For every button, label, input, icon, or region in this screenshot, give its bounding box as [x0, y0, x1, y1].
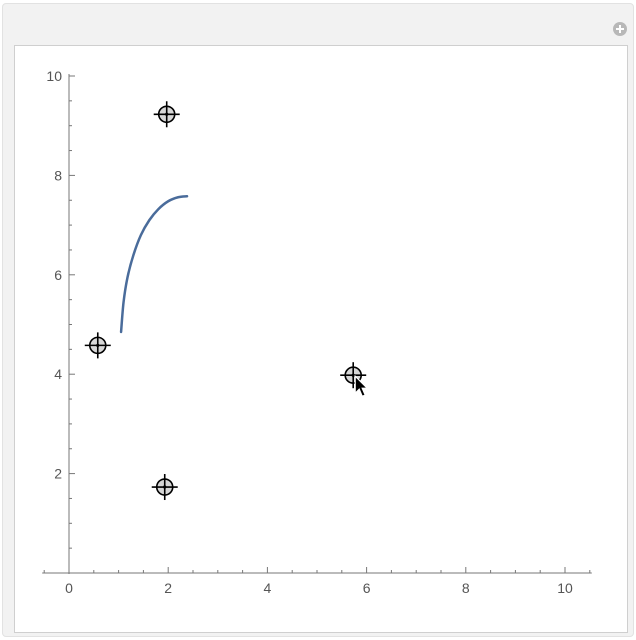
y-tick-label: 6: [54, 267, 62, 283]
x-tick-label: 0: [65, 580, 73, 596]
add-icon[interactable]: [613, 22, 627, 36]
output-cell-frame: [2, 3, 634, 637]
y-tick-label: 4: [54, 366, 62, 382]
locator-center: [351, 373, 355, 377]
x-tick-label: 4: [264, 580, 272, 596]
locators[interactable]: [84, 101, 367, 501]
y-tick-label: 8: [54, 167, 62, 183]
locator-center: [96, 343, 100, 347]
locator-point[interactable]: [153, 101, 180, 128]
locator-center: [165, 112, 169, 116]
y-tick-label: 2: [54, 466, 62, 482]
locator-center: [163, 485, 167, 489]
axes: [42, 74, 592, 574]
graphics-panel: [14, 45, 628, 633]
locator-point[interactable]: [84, 332, 111, 359]
mouse-cursor-icon: [354, 374, 369, 397]
locator-point[interactable]: [151, 474, 178, 501]
x-tick-label: 8: [462, 580, 470, 596]
x-tick-label: 10: [557, 580, 573, 596]
y-tick-label: 10: [46, 68, 62, 84]
x-tick-label: 2: [164, 580, 172, 596]
spline-curve: [119, 195, 189, 334]
x-tick-label: 6: [363, 580, 371, 596]
tick-labels: 0 2 4 6 8 10 2 4 6 8 10: [46, 68, 573, 596]
